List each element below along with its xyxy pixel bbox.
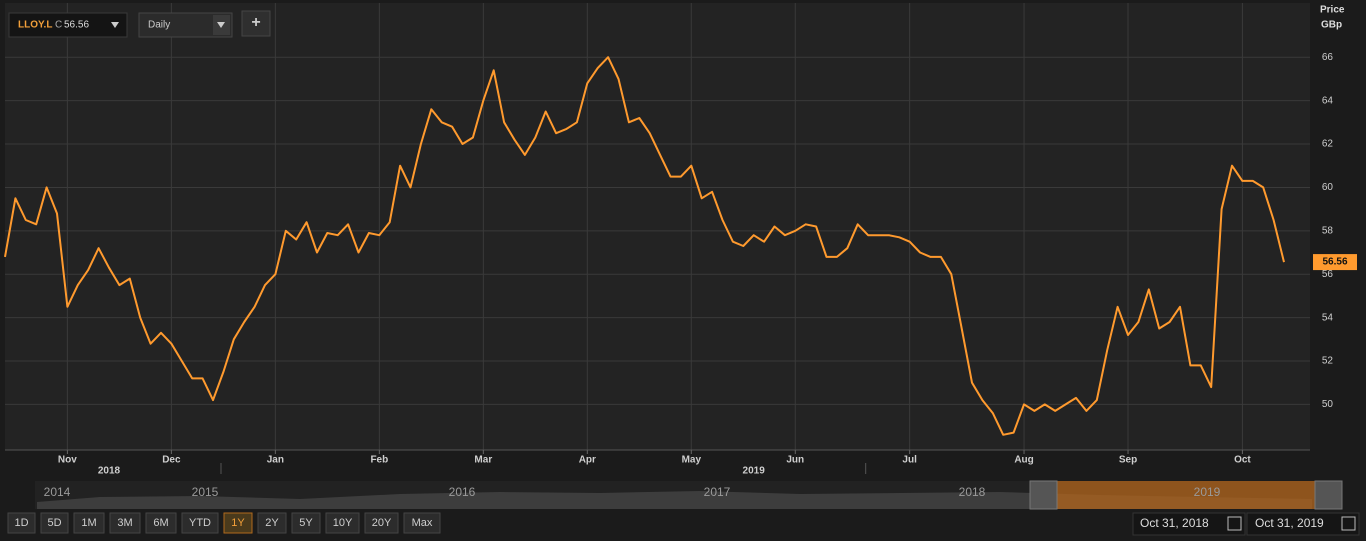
navigator: 2014 2015 2016 2017 2018 2019 — [35, 480, 1343, 510]
date-to[interactable]: Oct 31, 2019 — [1246, 512, 1360, 536]
range-button[interactable]: 20Y — [364, 512, 399, 534]
range-button-bg — [325, 512, 360, 534]
range-button[interactable]: 6M — [145, 512, 177, 534]
navigator-handle[interactable] — [1314, 480, 1343, 510]
range-button-bg — [223, 512, 253, 534]
range-button[interactable]: 10Y — [325, 512, 360, 534]
add-label: + — [251, 14, 260, 31]
x-tick-label: Aug — [1014, 455, 1033, 466]
range-button-label: 1Y — [231, 517, 245, 529]
range-button-bg — [40, 512, 69, 534]
date-to-text: Oct 31, 2019 — [1255, 516, 1324, 530]
last-price-tag — [1313, 254, 1357, 271]
range-button-label: YTD — [189, 517, 211, 529]
price-line — [4, 56, 1285, 436]
y-tick-label: 66 — [1322, 52, 1334, 63]
navigator-year: 2017 — [704, 485, 731, 499]
y-tick-label: 54 — [1322, 312, 1334, 323]
navigator-handle[interactable] — [1029, 480, 1058, 510]
range-button[interactable]: 2Y — [257, 512, 287, 534]
x-tick-label: Nov — [58, 455, 77, 466]
symbol-selector[interactable]: LLOY.L C 56.56 — [8, 12, 128, 38]
x-tick-label: Sep — [1119, 455, 1137, 466]
interval-selector[interactable]: Daily — [138, 12, 233, 38]
navigator-area — [37, 491, 1312, 509]
series-layer — [4, 56, 1285, 436]
range-button-label: 2Y — [265, 517, 279, 529]
navigator-year: 2016 — [449, 485, 476, 499]
range-button-label: 5D — [47, 517, 61, 529]
plot-background — [5, 3, 1310, 450]
y-tick-label: 62 — [1322, 139, 1334, 150]
x-tick-label: Feb — [370, 455, 388, 466]
navigator-selection[interactable] — [1057, 481, 1315, 509]
y-tick-label: 64 — [1322, 95, 1334, 106]
range-button-bg — [181, 512, 219, 534]
range-button-label: 10Y — [333, 517, 353, 529]
y-tick-label: 58 — [1322, 225, 1334, 236]
add-button[interactable]: + — [241, 10, 271, 37]
navigator-year: 2018 — [959, 485, 986, 499]
close-value: 56.56 — [64, 20, 89, 31]
interval: Daily — [148, 20, 170, 31]
navigator-year: 2019 — [1194, 485, 1221, 499]
range-button-label: Max — [412, 517, 433, 529]
range-button[interactable]: 3M — [109, 512, 141, 534]
range-button-label: 20Y — [372, 517, 392, 529]
x-tick-label: Jul — [902, 455, 917, 466]
date-from[interactable]: Oct 31, 2018 — [1132, 512, 1246, 536]
symbol: LLOY.L — [18, 20, 52, 31]
grid — [5, 3, 1310, 450]
y-tick-label: 52 — [1322, 356, 1334, 367]
range-button[interactable]: 1Y — [223, 512, 253, 534]
range-button[interactable]: 1D — [7, 512, 36, 534]
y-tick-label: 56 — [1322, 269, 1334, 280]
range-button[interactable]: 1M — [73, 512, 105, 534]
y-tick-label: 60 — [1322, 182, 1334, 193]
range-button-bg — [7, 512, 36, 534]
range-button-label: 6M — [153, 517, 168, 529]
x-tick-label: Oct — [1234, 455, 1251, 466]
range-button-bg — [73, 512, 105, 534]
range-button[interactable]: YTD — [181, 512, 219, 534]
range-button-bg — [403, 512, 441, 534]
x-tick-label: Mar — [474, 455, 492, 466]
range-button[interactable]: 5D — [40, 512, 69, 534]
range-button-bg — [257, 512, 287, 534]
range-button[interactable]: Max — [403, 512, 441, 534]
x-tick-label: Apr — [579, 455, 596, 466]
axis-title: Price — [1320, 5, 1345, 16]
x-tick-label: Dec — [162, 455, 181, 466]
range-button[interactable]: 5Y — [291, 512, 321, 534]
x-year-label: 2019 — [743, 466, 766, 477]
range-button-label: 5Y — [299, 517, 313, 529]
range-button-label: 1D — [14, 517, 28, 529]
range-button-bg — [145, 512, 177, 534]
close-prefix: C — [55, 20, 62, 31]
x-tick-label: Jan — [267, 455, 284, 466]
x-tick-label: May — [682, 455, 702, 466]
axis-unit: GBp — [1321, 20, 1342, 31]
date-from-text: Oct 31, 2018 — [1140, 516, 1209, 530]
x-year-label: 2018 — [98, 466, 121, 477]
range-button-bg — [109, 512, 141, 534]
range-button-bg — [291, 512, 321, 534]
x-tick-label: Jun — [786, 455, 804, 466]
range-button-label: 1M — [81, 517, 96, 529]
navigator-year: 2014 — [44, 485, 71, 499]
y-tick-label: 50 — [1322, 399, 1334, 410]
navigator-year: 2015 — [192, 485, 219, 499]
range-button-bg — [364, 512, 399, 534]
range-button-label: 3M — [117, 517, 132, 529]
last-price-label: 56.56 — [1322, 257, 1347, 268]
